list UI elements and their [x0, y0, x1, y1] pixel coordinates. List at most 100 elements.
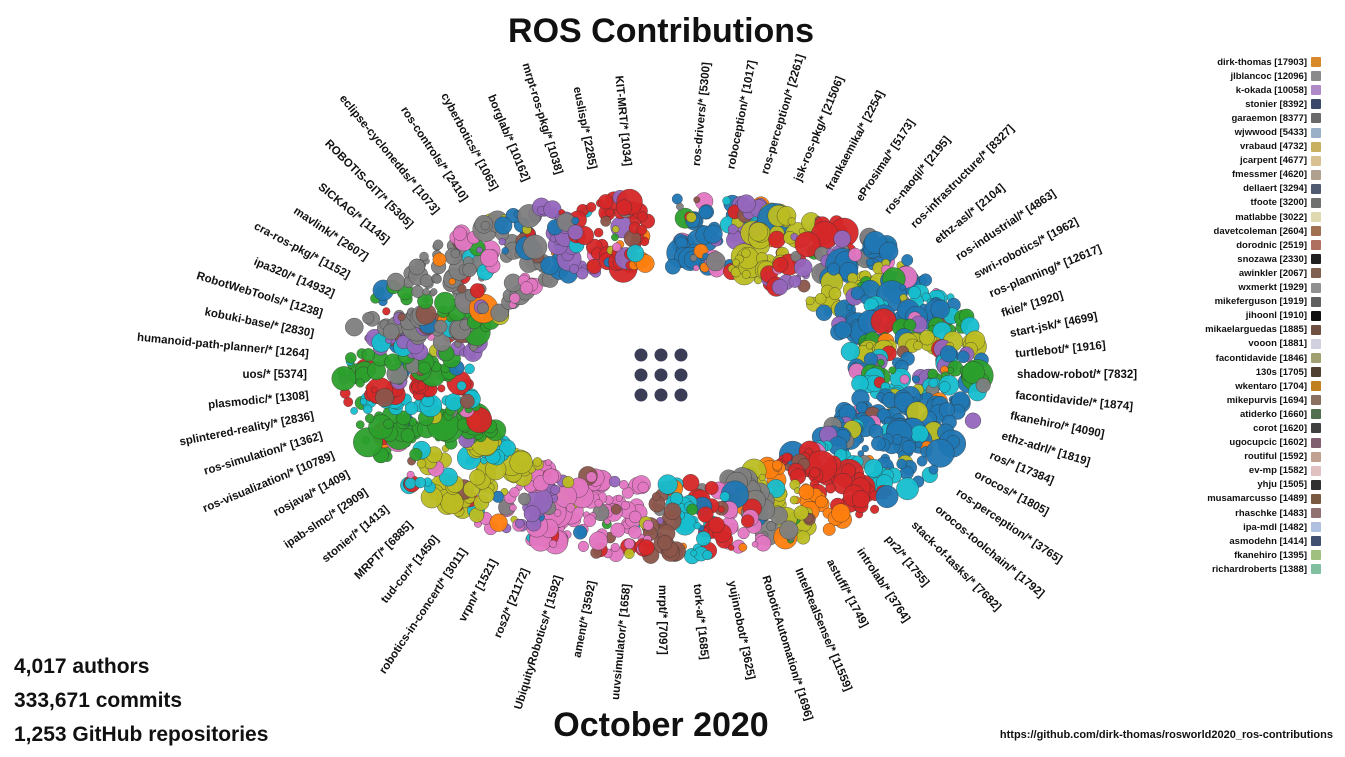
author-avatar	[1311, 240, 1321, 251]
bubble-layer	[331, 188, 994, 565]
contributor-bubble	[489, 513, 508, 532]
author-name: dellaert [3294]	[1243, 183, 1307, 195]
repo-label: robotics-in-concert/* [3011]	[377, 546, 470, 676]
contributor-bubble	[422, 288, 430, 296]
repo-label: ros-planning/* [12617]	[988, 243, 1104, 300]
author-avatar	[1311, 564, 1321, 575]
contributor-bubble	[331, 366, 357, 391]
contributor-bubble	[439, 467, 458, 487]
author-avatar	[1311, 113, 1321, 124]
contributor-bubble	[901, 254, 914, 267]
author-avatar	[1311, 522, 1321, 533]
contributor-bubble	[861, 444, 869, 453]
contributor-bubble	[566, 503, 576, 513]
commits-count: 333,671 commits	[14, 689, 183, 712]
repo-label: shadow-robot/* [7832]	[1017, 369, 1137, 381]
repo-label: humanoid-path-planner/* [1264]	[136, 332, 309, 361]
author-name: garaemon [8377]	[1231, 112, 1307, 124]
contributor-bubble	[696, 531, 712, 547]
repo-label: yujinrobot/* [3625]	[725, 580, 756, 681]
contributor-bubble	[727, 224, 738, 235]
contributor-bubble	[593, 227, 604, 238]
contributor-bubble	[737, 194, 756, 214]
author-avatar	[1311, 508, 1321, 519]
contributor-bubble	[469, 469, 486, 486]
contributor-bubble	[822, 523, 836, 536]
contributor-bubble	[573, 525, 588, 540]
contributor-bubble	[741, 514, 755, 528]
contributor-bubble	[612, 242, 622, 252]
author-avatar	[1311, 423, 1321, 434]
contributor-bubble	[515, 519, 525, 529]
author-row: mikeferguson [1919]	[1205, 295, 1321, 309]
contributor-bubble	[386, 272, 405, 291]
contributor-bubble	[828, 287, 842, 300]
contributor-bubble	[738, 543, 748, 552]
contributor-bubble	[637, 211, 648, 222]
grip-dot	[634, 348, 648, 362]
author-row: k-okada [10058]	[1205, 83, 1321, 97]
repo-label: uuvsimulator/* [1658]	[610, 583, 633, 700]
author-name: jlblancoc [12096]	[1230, 70, 1307, 82]
author-avatar	[1311, 479, 1321, 490]
contributor-bubble	[626, 244, 645, 263]
contributor-bubble	[411, 285, 424, 298]
contributor-bubble	[896, 477, 919, 501]
contributor-bubble	[345, 352, 357, 364]
author-avatar	[1311, 169, 1321, 180]
repo-label: uos/* [5374]	[242, 369, 307, 381]
contributor-bubble	[788, 275, 802, 288]
author-name: 130s [1705]	[1255, 366, 1307, 378]
author-name: vrabaud [4732]	[1239, 141, 1307, 153]
author-name: wjwwood [5433]	[1234, 127, 1307, 139]
author-name: jihoonl [1910]	[1245, 310, 1307, 322]
grip-dot	[674, 388, 688, 402]
contributor-bubble	[864, 458, 883, 478]
author-row: jcarpent [4677]	[1205, 154, 1321, 168]
contributor-bubble	[480, 248, 499, 267]
contributor-bubble	[686, 503, 699, 516]
contributor-bubble	[697, 506, 714, 523]
contributor-bubble	[437, 384, 446, 393]
repo-label: fkie/* [1920]	[1000, 290, 1065, 320]
contributor-bubble	[615, 199, 633, 216]
author-avatar	[1311, 296, 1321, 307]
source-url[interactable]: https://github.com/dirk-thomas/rosworld2…	[999, 729, 1333, 741]
contributor-bubble	[450, 248, 460, 259]
contributor-bubble	[919, 330, 935, 346]
contributor-bubble	[569, 263, 579, 274]
contributor-bubble	[671, 193, 683, 205]
author-name: ipa-mdl [1482]	[1243, 521, 1307, 533]
author-name: wkentaro [1704]	[1235, 380, 1307, 392]
author-row: asmodehn [1414]	[1205, 534, 1321, 548]
contributor-bubble	[928, 378, 939, 388]
contributor-bubble	[408, 258, 426, 276]
contributor-bubble	[434, 291, 456, 314]
contributor-bubble	[355, 420, 365, 430]
repo-label: swri-robotics/* [1962]	[972, 216, 1080, 281]
author-avatar	[1311, 367, 1321, 378]
repo-cluster	[339, 370, 474, 407]
contributor-bubble	[600, 215, 612, 227]
contributor-bubble	[940, 345, 958, 363]
contributor-bubble	[523, 505, 541, 523]
repo-label: astuff/* [1749]	[824, 557, 870, 629]
contributor-bubble	[594, 499, 603, 508]
contributor-bubble	[702, 550, 713, 561]
contributor-bubble	[722, 196, 732, 206]
contributor-bubble	[686, 212, 697, 223]
contributor-bubble	[703, 224, 723, 244]
contributor-bubble	[419, 274, 434, 288]
playback-grip-icon[interactable]	[634, 348, 688, 402]
contributor-bubble	[741, 269, 751, 279]
author-name: matlabbe [3022]	[1235, 211, 1307, 223]
author-row: awinkler [2067]	[1205, 266, 1321, 280]
contributor-bubble	[397, 312, 406, 321]
contributor-bubble	[444, 393, 463, 411]
contributor-bubble	[793, 505, 809, 521]
contributor-bubble	[432, 274, 442, 284]
contributor-bubble	[452, 226, 468, 241]
contributor-bubble	[815, 293, 827, 305]
contributor-bubble	[704, 481, 719, 495]
author-name: ev-mp [1582]	[1248, 465, 1307, 477]
